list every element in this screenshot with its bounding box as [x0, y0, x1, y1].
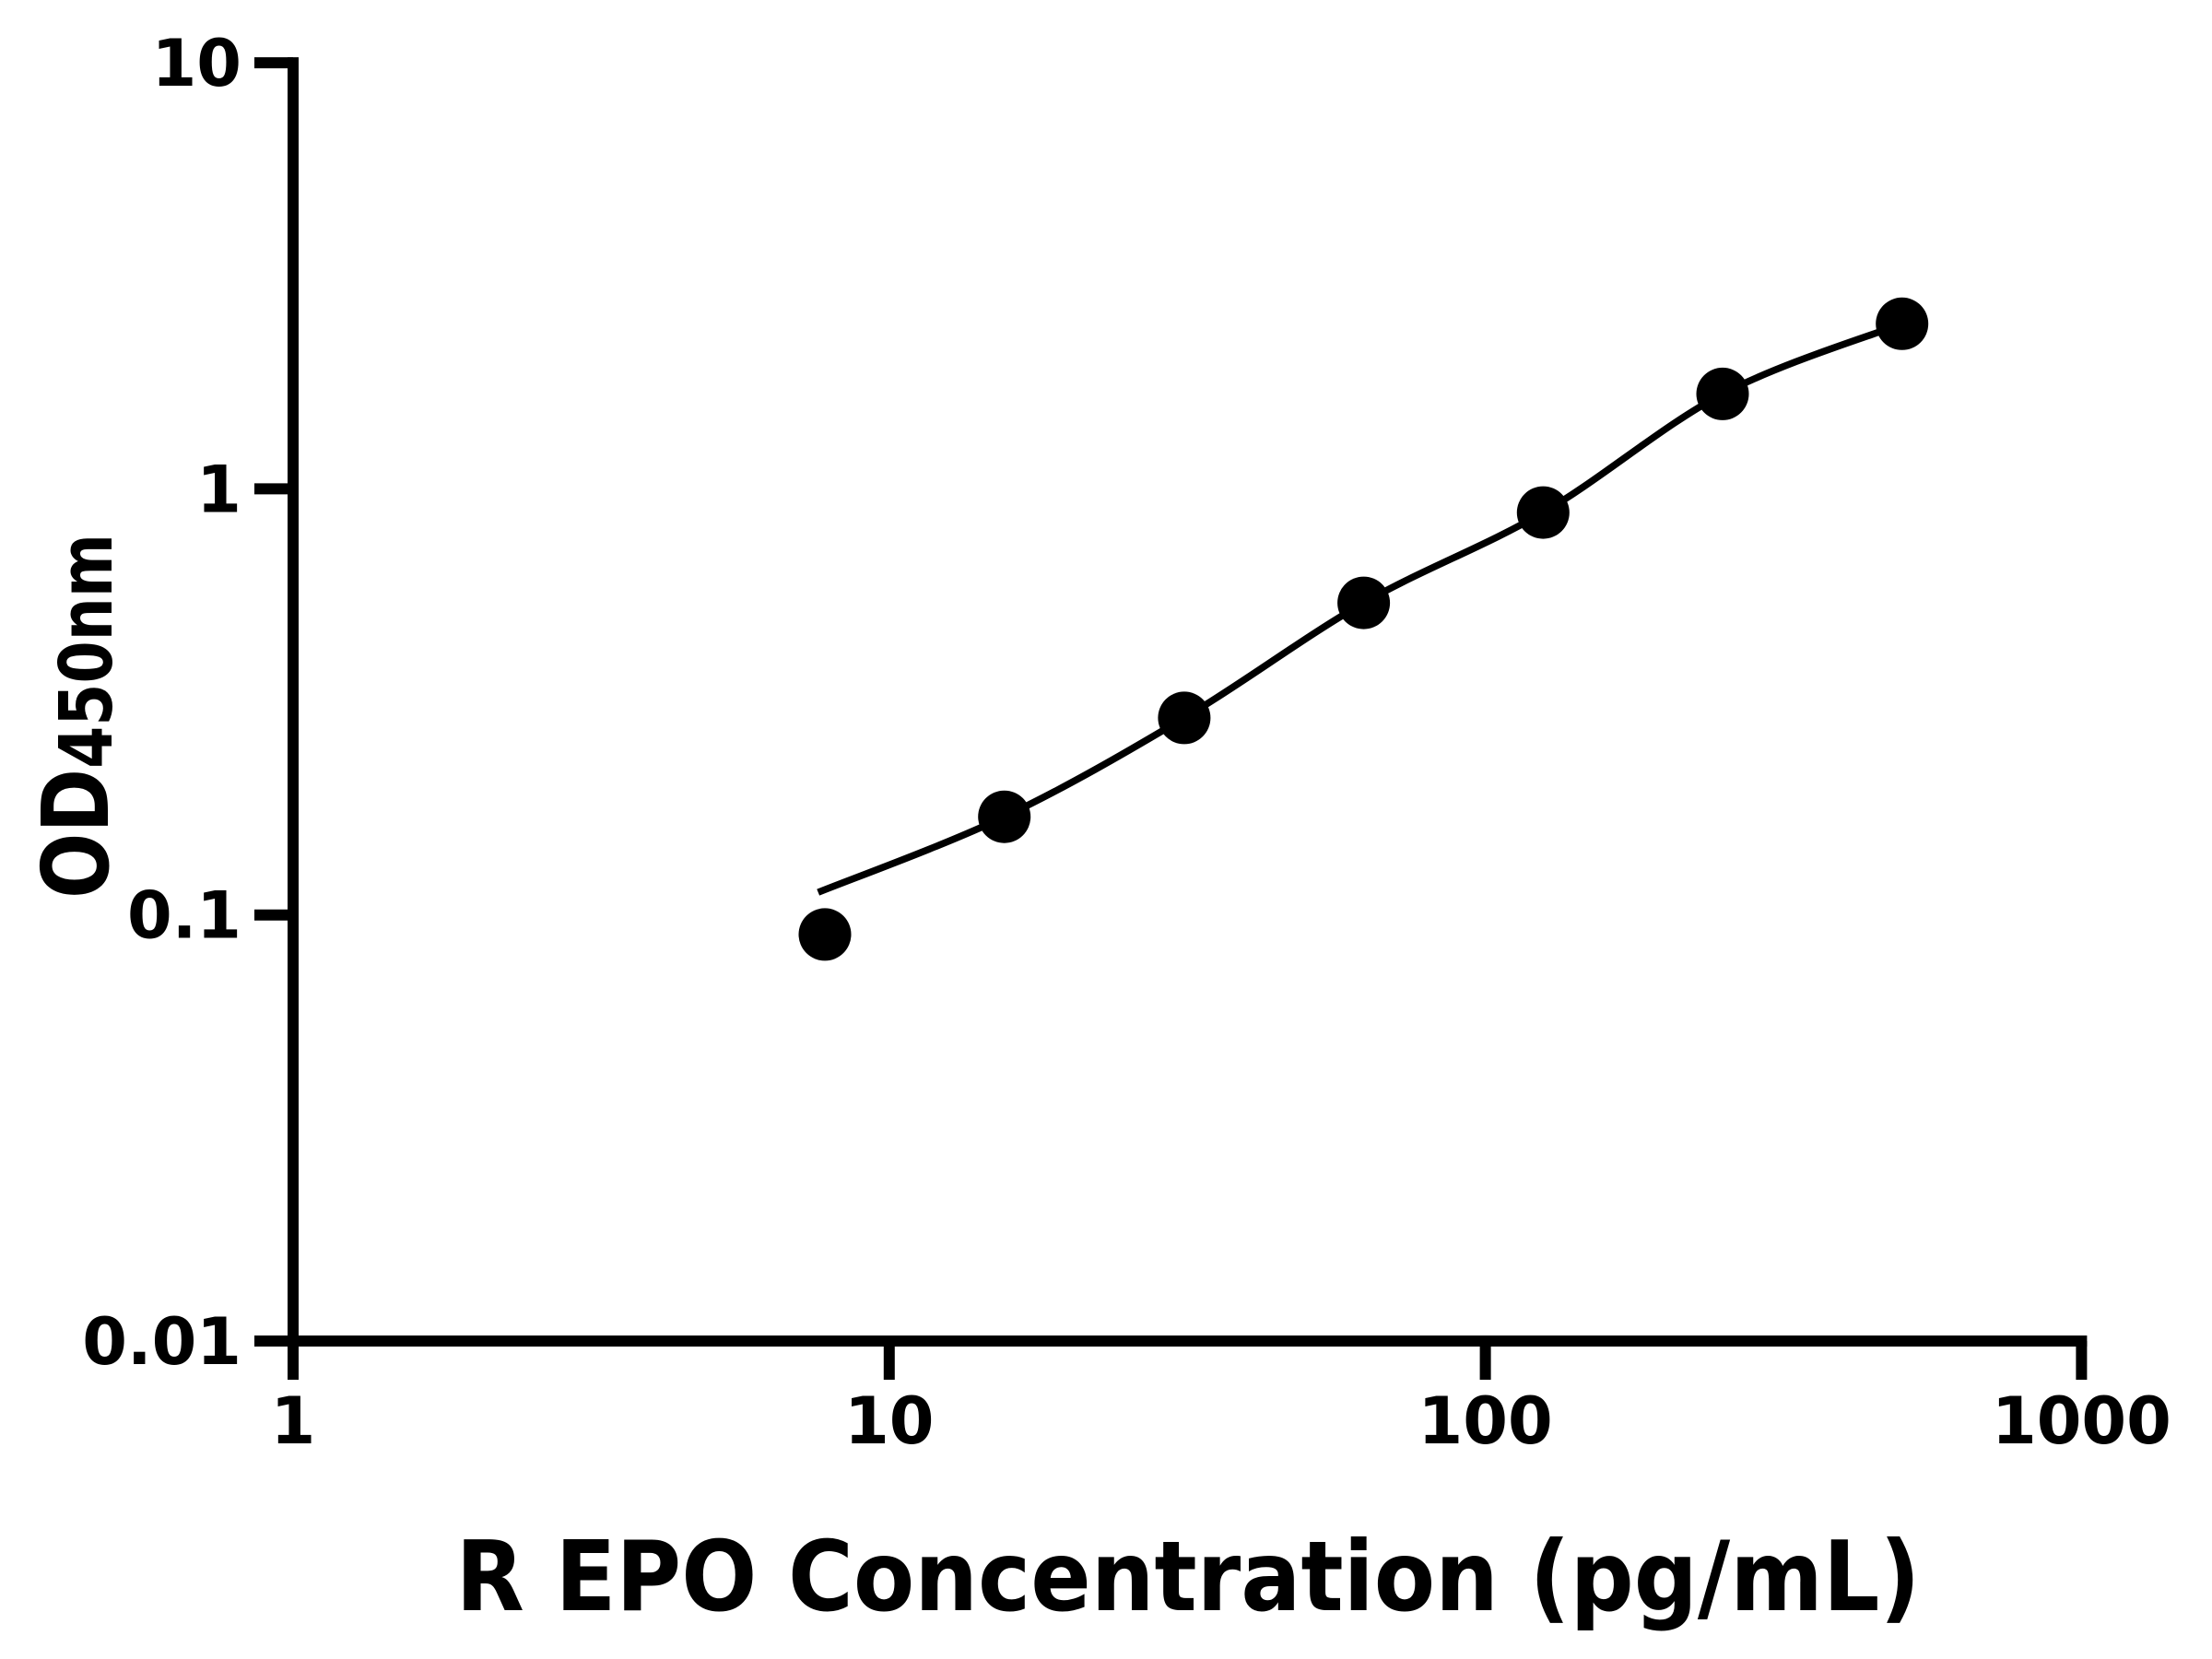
x-tick-label: 1000 — [1992, 1383, 2171, 1459]
y-axis-title: OD450nm — [22, 534, 130, 899]
x-axis-ticks — [288, 1341, 2088, 1380]
y-axis-title-group: OD450nm — [22, 534, 130, 899]
x-axis-title-group: R EPO Concentration (pg/mL) — [455, 1520, 1920, 1633]
data-point-marker — [1516, 486, 1570, 539]
y-axis-tick-labels: 10 1 0.1 0.01 — [82, 26, 241, 1380]
x-tick-label: 100 — [1418, 1383, 1553, 1459]
x-tick-label: 1 — [271, 1383, 316, 1459]
data-point-marker — [978, 790, 1031, 843]
y-tick-label: 0.01 — [82, 1304, 241, 1380]
x-axis-tick-labels: 1 10 100 1000 — [271, 1383, 2171, 1459]
y-axis-title-subscript: 450nm — [44, 534, 129, 769]
y-axis-title-main: OD — [22, 769, 130, 899]
x-axis-title: R EPO Concentration (pg/mL) — [455, 1520, 1920, 1633]
y-tick-label: 1 — [196, 452, 241, 527]
data-point-marker — [798, 908, 852, 961]
y-tick-label: 10 — [152, 26, 241, 101]
data-points — [798, 297, 1929, 961]
y-tick-label: 0.1 — [127, 878, 241, 954]
data-point-marker — [1337, 576, 1391, 629]
data-point-marker — [1158, 691, 1211, 745]
x-axis: 1 10 100 1000 — [271, 1335, 2171, 1459]
data-point-marker — [1876, 297, 1929, 350]
x-tick-label: 10 — [844, 1383, 934, 1459]
y-axis: 10 1 0.1 0.01 — [82, 26, 299, 1380]
y-axis-ticks — [254, 57, 293, 1347]
data-point-marker — [1696, 367, 1749, 420]
